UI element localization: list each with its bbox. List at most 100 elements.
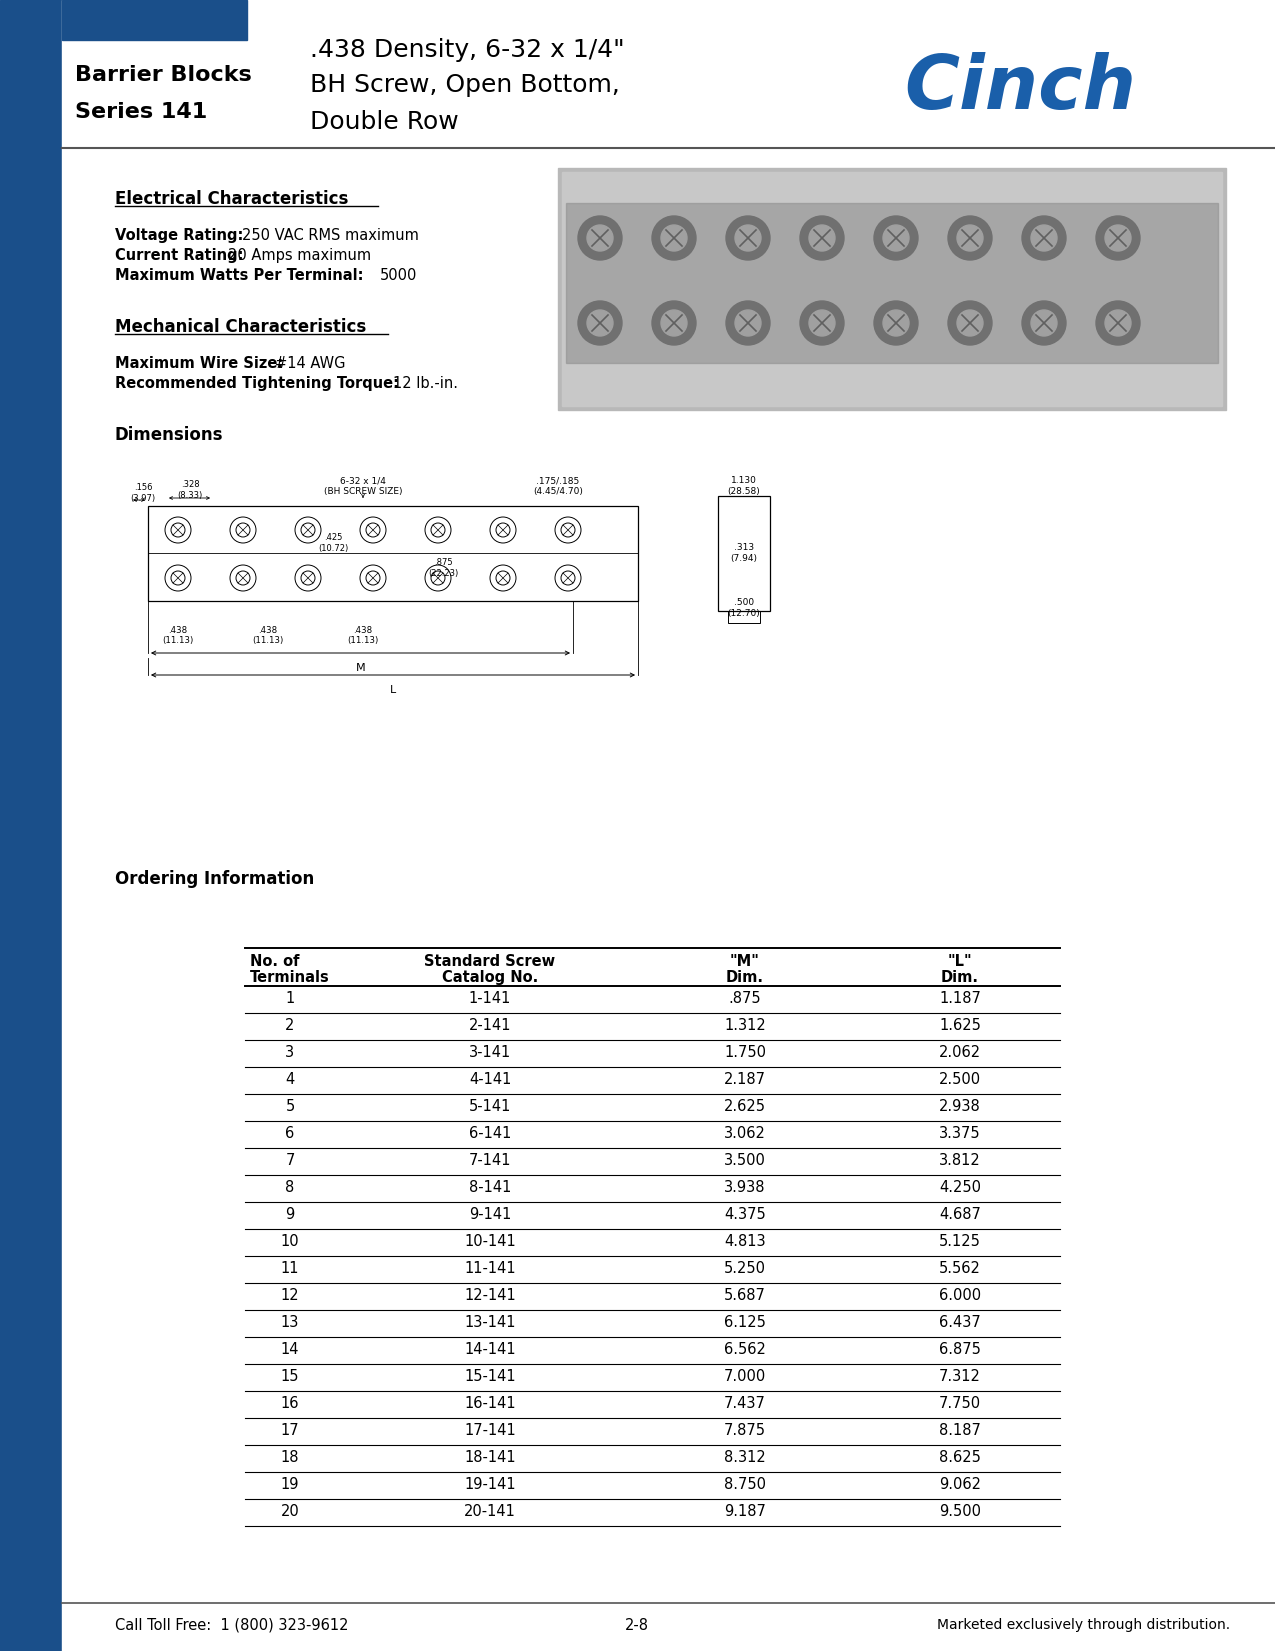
Text: 11: 11 [280,1261,300,1276]
Bar [562,172,1221,406]
Text: 3.812: 3.812 [940,1152,980,1167]
Text: Recommended Tightening Torque:: Recommended Tightening Torque: [115,376,399,391]
Text: 1.625: 1.625 [940,1019,980,1034]
Text: 6.437: 6.437 [940,1314,980,1331]
Text: Marketed exclusively through distribution.: Marketed exclusively through distributio… [937,1618,1230,1631]
Text: Dim.: Dim. [725,971,764,986]
Text: #14 AWG: #14 AWG [275,357,346,371]
Text: L: L [390,685,397,695]
Text: 19-141: 19-141 [464,1478,516,1493]
Text: Ordering Information: Ordering Information [115,870,314,888]
Circle shape [799,216,844,259]
Text: Dim.: Dim. [941,971,979,986]
Text: 2-141: 2-141 [469,1019,511,1034]
Text: 5.250: 5.250 [724,1261,766,1276]
Circle shape [810,225,835,251]
Text: 8-141: 8-141 [469,1180,511,1195]
Text: 7-141: 7-141 [469,1152,511,1167]
Circle shape [873,216,918,259]
Text: 6.875: 6.875 [940,1342,980,1357]
Text: 7.875: 7.875 [724,1423,766,1438]
Bar [566,203,1218,363]
Text: M: M [356,664,366,674]
Text: 3.375: 3.375 [940,1126,980,1141]
Circle shape [1105,310,1131,337]
Text: 12 lb.-in.: 12 lb.-in. [393,376,458,391]
Text: 12: 12 [280,1288,300,1303]
Circle shape [1096,216,1140,259]
Text: 14-141: 14-141 [464,1342,516,1357]
Text: 20-141: 20-141 [464,1504,516,1519]
Text: Electrical Characteristics: Electrical Characteristics [115,190,348,208]
Text: 11-141: 11-141 [464,1261,516,1276]
Text: .156
(3.97): .156 (3.97) [130,484,156,502]
Text: 9.187: 9.187 [724,1504,766,1519]
Text: 16-141: 16-141 [464,1397,516,1412]
Text: 6.125: 6.125 [724,1314,766,1331]
Text: No. of: No. of [250,954,300,969]
Circle shape [1031,310,1057,337]
Text: 2-8: 2-8 [625,1618,649,1633]
Circle shape [873,300,918,345]
Circle shape [586,225,613,251]
Text: 8.625: 8.625 [940,1450,980,1464]
Text: 8.750: 8.750 [724,1478,766,1493]
Text: BH Screw, Open Bottom,: BH Screw, Open Bottom, [310,73,620,97]
Circle shape [652,300,696,345]
Circle shape [1023,216,1066,259]
Text: 250 VAC RMS maximum: 250 VAC RMS maximum [242,228,419,243]
Text: 15: 15 [280,1369,300,1384]
Text: 4.250: 4.250 [938,1180,980,1195]
Text: 14: 14 [280,1342,300,1357]
Circle shape [734,225,761,251]
Text: 12-141: 12-141 [464,1288,516,1303]
Circle shape [660,310,687,337]
Circle shape [949,300,992,345]
Text: Mechanical Characteristics: Mechanical Characteristics [115,319,366,337]
Text: 5: 5 [286,1100,295,1114]
Text: 2.938: 2.938 [940,1100,980,1114]
Text: Voltage Rating:: Voltage Rating: [115,228,244,243]
Text: Barrier Blocks: Barrier Blocks [75,64,251,84]
Text: Standard Screw: Standard Screw [425,954,556,969]
Text: 6-141: 6-141 [469,1126,511,1141]
Text: 4: 4 [286,1071,295,1086]
Circle shape [1031,225,1057,251]
Circle shape [725,300,770,345]
Text: .425
(10.72): .425 (10.72) [317,533,348,553]
Circle shape [958,225,983,251]
Text: Call Toll Free:  1 (800) 323-9612: Call Toll Free: 1 (800) 323-9612 [115,1618,348,1633]
Text: 9.500: 9.500 [938,1504,980,1519]
Circle shape [734,310,761,337]
Text: .438
(11.13): .438 (11.13) [162,626,194,646]
Circle shape [586,310,613,337]
Text: 5.687: 5.687 [724,1288,766,1303]
Bar [718,495,770,611]
Text: Current Rating:: Current Rating: [115,248,244,263]
Text: 9.062: 9.062 [938,1478,980,1493]
Text: 9-141: 9-141 [469,1207,511,1222]
Text: 7.312: 7.312 [940,1369,980,1384]
Circle shape [1105,225,1131,251]
Text: .438
(11.13): .438 (11.13) [347,626,379,646]
Text: 2.500: 2.500 [938,1071,980,1086]
Bar [0,0,62,1651]
Text: 10-141: 10-141 [464,1233,516,1250]
Circle shape [652,216,696,259]
Bar [558,168,1227,409]
Text: .438
(11.13): .438 (11.13) [252,626,283,646]
Text: 1-141: 1-141 [469,991,511,1005]
Text: 2.625: 2.625 [724,1100,766,1114]
Text: Maximum Wire Size:: Maximum Wire Size: [115,357,283,371]
Text: 3-141: 3-141 [469,1045,511,1060]
Text: 4.375: 4.375 [724,1207,766,1222]
Text: 5-141: 5-141 [469,1100,511,1114]
Text: 3.062: 3.062 [724,1126,766,1141]
Text: 18-141: 18-141 [464,1450,516,1464]
Text: 7.750: 7.750 [938,1397,980,1412]
Bar [148,505,638,601]
Text: 2.187: 2.187 [724,1071,766,1086]
Text: 6-32 x 1/4
(BH SCREW SIZE): 6-32 x 1/4 (BH SCREW SIZE) [324,475,402,495]
Text: .875: .875 [729,991,761,1005]
Text: .875
(22.23): .875 (22.23) [428,558,458,578]
